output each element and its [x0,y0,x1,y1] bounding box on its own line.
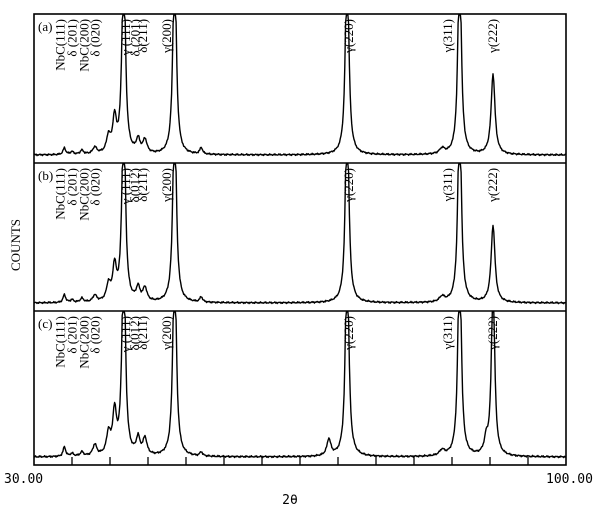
peak-label: γ(311) [440,168,455,202]
x-axis-label: 2θ [282,493,298,508]
peak-label: δ(012) [127,168,142,202]
panel-label-c: (c) [38,316,52,331]
peak-label: δ (201) [65,168,80,206]
peak-label: γ (111) [118,168,133,205]
panel-label-a: (a) [38,19,52,34]
xrd-trace-b [33,163,567,305]
xrd-trace-a [33,14,567,157]
peak-label: δ (201) [65,316,80,354]
peak-label: γ(200) [159,168,174,203]
peak-label: NbC(200) [77,19,92,72]
peak-label: δ (201) [128,19,143,57]
peak-label: NbC(111) [52,168,67,220]
peak-label: δ (020) [87,168,102,206]
trace-layer [33,14,567,459]
peak-label: γ(200) [159,316,174,351]
peak-label: δ(012) [127,316,142,350]
x-tick-label-min: 30.00 [4,472,43,487]
peak-label: δ(211) [135,19,150,53]
peak-label: γ (111) [118,316,133,353]
label-layer: (a) NbC(111)δ (201)NbC(200)δ (020) γ (111)… [38,19,500,369]
peak-label: NbC(111) [52,19,67,71]
peak-label: δ(211) [135,168,150,202]
peak-label: γ(220) [341,316,356,351]
peak-label: NbC(111) [52,316,67,368]
peak-label: γ(311) [440,19,455,53]
peak-label: γ(311) [440,316,455,350]
peak-label: γ(222) [485,168,500,203]
x-tick-label-max: 100.00 [546,472,593,487]
peak-label: NbC(200) [77,316,92,369]
peak-label: δ(211) [135,316,150,350]
peak-label: δ (201) [65,19,80,57]
tick-layer [71,457,529,465]
peak-label: δ (020) [87,316,102,354]
peak-label: NbC(200) [77,168,92,221]
peak-label: γ(222) [485,316,500,351]
plot-frame [33,13,567,466]
peak-label: γ(220) [341,19,356,54]
peak-label: γ (111) [118,19,133,56]
panel-label-b: (b) [38,168,53,183]
peak-label: γ(200) [159,19,174,54]
peak-label: γ(222) [485,19,500,54]
peak-label: γ(220) [341,168,356,203]
y-axis-label: COUNTS [8,219,23,271]
peak-label: δ (020) [87,19,102,57]
